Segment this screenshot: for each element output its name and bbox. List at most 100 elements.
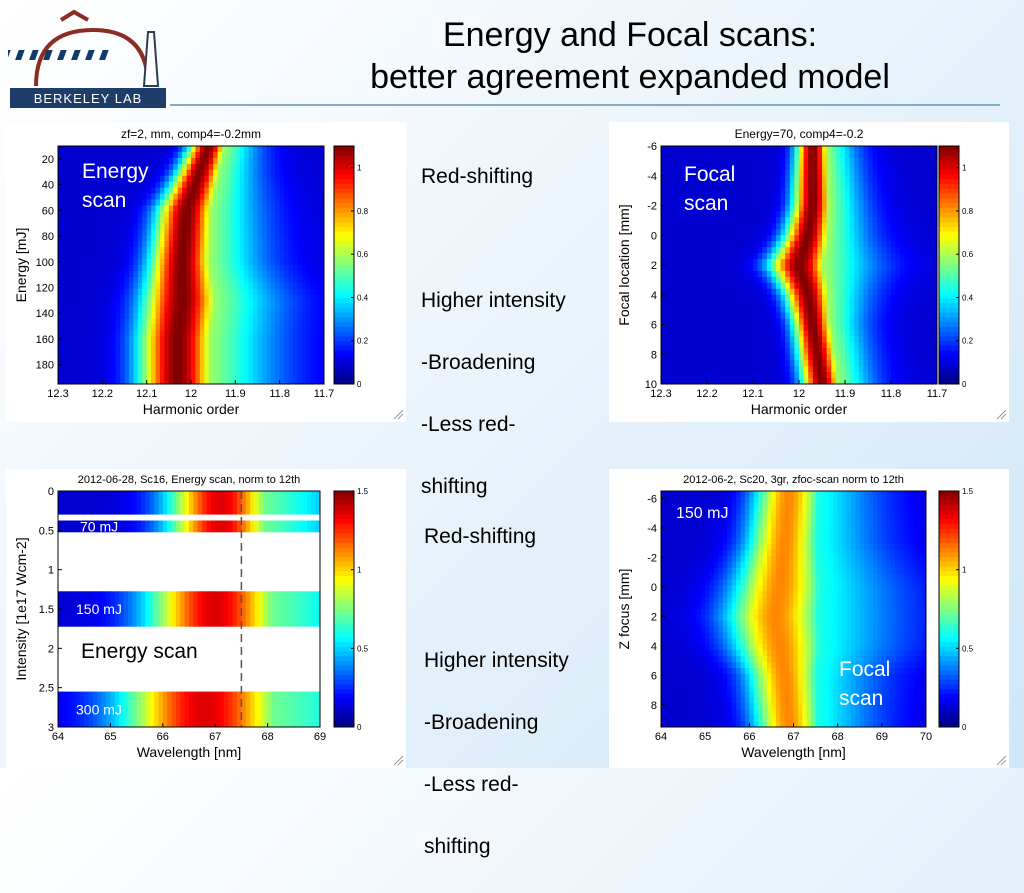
heat-cell bbox=[863, 265, 868, 271]
heat-cell bbox=[191, 211, 196, 217]
heat-cell bbox=[280, 152, 285, 158]
heat-cell bbox=[689, 336, 694, 342]
heat-cell bbox=[244, 188, 249, 194]
heat-cell bbox=[836, 146, 841, 152]
heat-cell bbox=[85, 241, 90, 247]
heat-cell bbox=[721, 241, 726, 247]
heat-cell bbox=[67, 146, 72, 152]
heat-cell bbox=[182, 289, 187, 295]
heat-cell bbox=[107, 330, 112, 336]
heat-cell bbox=[266, 265, 271, 271]
heat-cell bbox=[873, 211, 878, 217]
heat-cell bbox=[222, 283, 227, 289]
heat-cell bbox=[297, 289, 302, 295]
heat-cell bbox=[169, 307, 174, 313]
heat-cell bbox=[235, 170, 240, 176]
heat-cell bbox=[62, 342, 67, 348]
heat-cell bbox=[67, 289, 72, 295]
heat-cell bbox=[182, 146, 187, 152]
heat-cell bbox=[693, 348, 698, 354]
heat-cell bbox=[107, 277, 112, 283]
heat-cell bbox=[271, 247, 276, 253]
heat-cell bbox=[133, 319, 138, 325]
heat-cell bbox=[919, 265, 924, 271]
heat-cell bbox=[107, 241, 112, 247]
heat-cell bbox=[195, 206, 200, 212]
heat-cell bbox=[191, 313, 196, 319]
heat-cell bbox=[790, 259, 795, 265]
heat-cell bbox=[67, 342, 72, 348]
heat-cell bbox=[195, 259, 200, 265]
heat-cell bbox=[854, 164, 859, 170]
heat-cell bbox=[689, 277, 694, 283]
heat-cell bbox=[262, 241, 267, 247]
heat-cell bbox=[151, 188, 156, 194]
heat-cell bbox=[661, 372, 666, 378]
heat-cell bbox=[781, 307, 786, 313]
heat-cell bbox=[666, 176, 671, 182]
heat-cell bbox=[76, 211, 81, 217]
heat-cell bbox=[98, 277, 103, 283]
heat-cell bbox=[244, 319, 249, 325]
heat-cell bbox=[675, 283, 680, 289]
heat-cell bbox=[289, 307, 294, 313]
heat-cell bbox=[93, 235, 98, 241]
heat-cell bbox=[125, 235, 130, 241]
heat-cell bbox=[80, 336, 85, 342]
heat-cell bbox=[799, 325, 804, 331]
heat-cell bbox=[666, 235, 671, 241]
heat-cell bbox=[781, 325, 786, 331]
heat-cell bbox=[138, 289, 143, 295]
heat-cell bbox=[716, 313, 721, 319]
heat-cell bbox=[845, 241, 850, 247]
heat-cell bbox=[698, 265, 703, 271]
heat-cell bbox=[785, 146, 790, 152]
heat-cell bbox=[739, 229, 744, 235]
heat-cell bbox=[753, 313, 758, 319]
heat-cell bbox=[98, 372, 103, 378]
heat-cell bbox=[891, 354, 896, 360]
heat-cell bbox=[928, 223, 933, 229]
heat-cell bbox=[178, 182, 183, 188]
heat-cell bbox=[178, 271, 183, 277]
heat-cell bbox=[235, 146, 240, 152]
heat-cell bbox=[297, 253, 302, 259]
heat-cell bbox=[675, 307, 680, 313]
heat-cell bbox=[258, 152, 263, 158]
heat-cell bbox=[831, 235, 836, 241]
heat-cell bbox=[822, 188, 827, 194]
heat-cell bbox=[712, 277, 717, 283]
heat-cell bbox=[877, 336, 882, 342]
heat-cell bbox=[886, 158, 891, 164]
heat-cell bbox=[863, 176, 868, 182]
heat-cell bbox=[794, 360, 799, 366]
heat-cell bbox=[808, 277, 813, 283]
heat-cell bbox=[253, 313, 258, 319]
heat-cell bbox=[854, 170, 859, 176]
heat-cell bbox=[914, 223, 919, 229]
heat-cell bbox=[748, 265, 753, 271]
heat-cell bbox=[758, 336, 763, 342]
heat-cell bbox=[204, 182, 209, 188]
heat-cell bbox=[244, 217, 249, 223]
heat-cell bbox=[164, 206, 169, 212]
heat-cell bbox=[164, 313, 169, 319]
heat-cell bbox=[854, 330, 859, 336]
heat-cell bbox=[218, 223, 223, 229]
heat-cell bbox=[739, 336, 744, 342]
heat-cell bbox=[297, 336, 302, 342]
heat-cell bbox=[836, 360, 841, 366]
heat-cell bbox=[923, 348, 928, 354]
heat-cell bbox=[794, 330, 799, 336]
heat-cell bbox=[923, 158, 928, 164]
heat-cell bbox=[142, 366, 147, 372]
heat-cell bbox=[767, 313, 772, 319]
heat-cell bbox=[831, 354, 836, 360]
heat-cell bbox=[266, 342, 271, 348]
heat-cell bbox=[93, 360, 98, 366]
heat-cell bbox=[275, 259, 280, 265]
heat-cell bbox=[882, 283, 887, 289]
heat-cell bbox=[164, 146, 169, 152]
heat-cell bbox=[173, 348, 178, 354]
heat-cell bbox=[138, 313, 143, 319]
